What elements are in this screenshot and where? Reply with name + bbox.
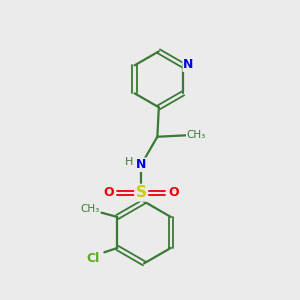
Text: O: O <box>169 186 179 199</box>
Text: N: N <box>183 58 194 71</box>
Text: CH₃: CH₃ <box>187 130 206 140</box>
Text: O: O <box>103 186 113 199</box>
Text: N: N <box>136 158 146 171</box>
Text: Cl: Cl <box>87 252 100 265</box>
Text: S: S <box>136 185 147 200</box>
Text: CH₃: CH₃ <box>81 204 100 214</box>
Text: H: H <box>124 158 133 167</box>
